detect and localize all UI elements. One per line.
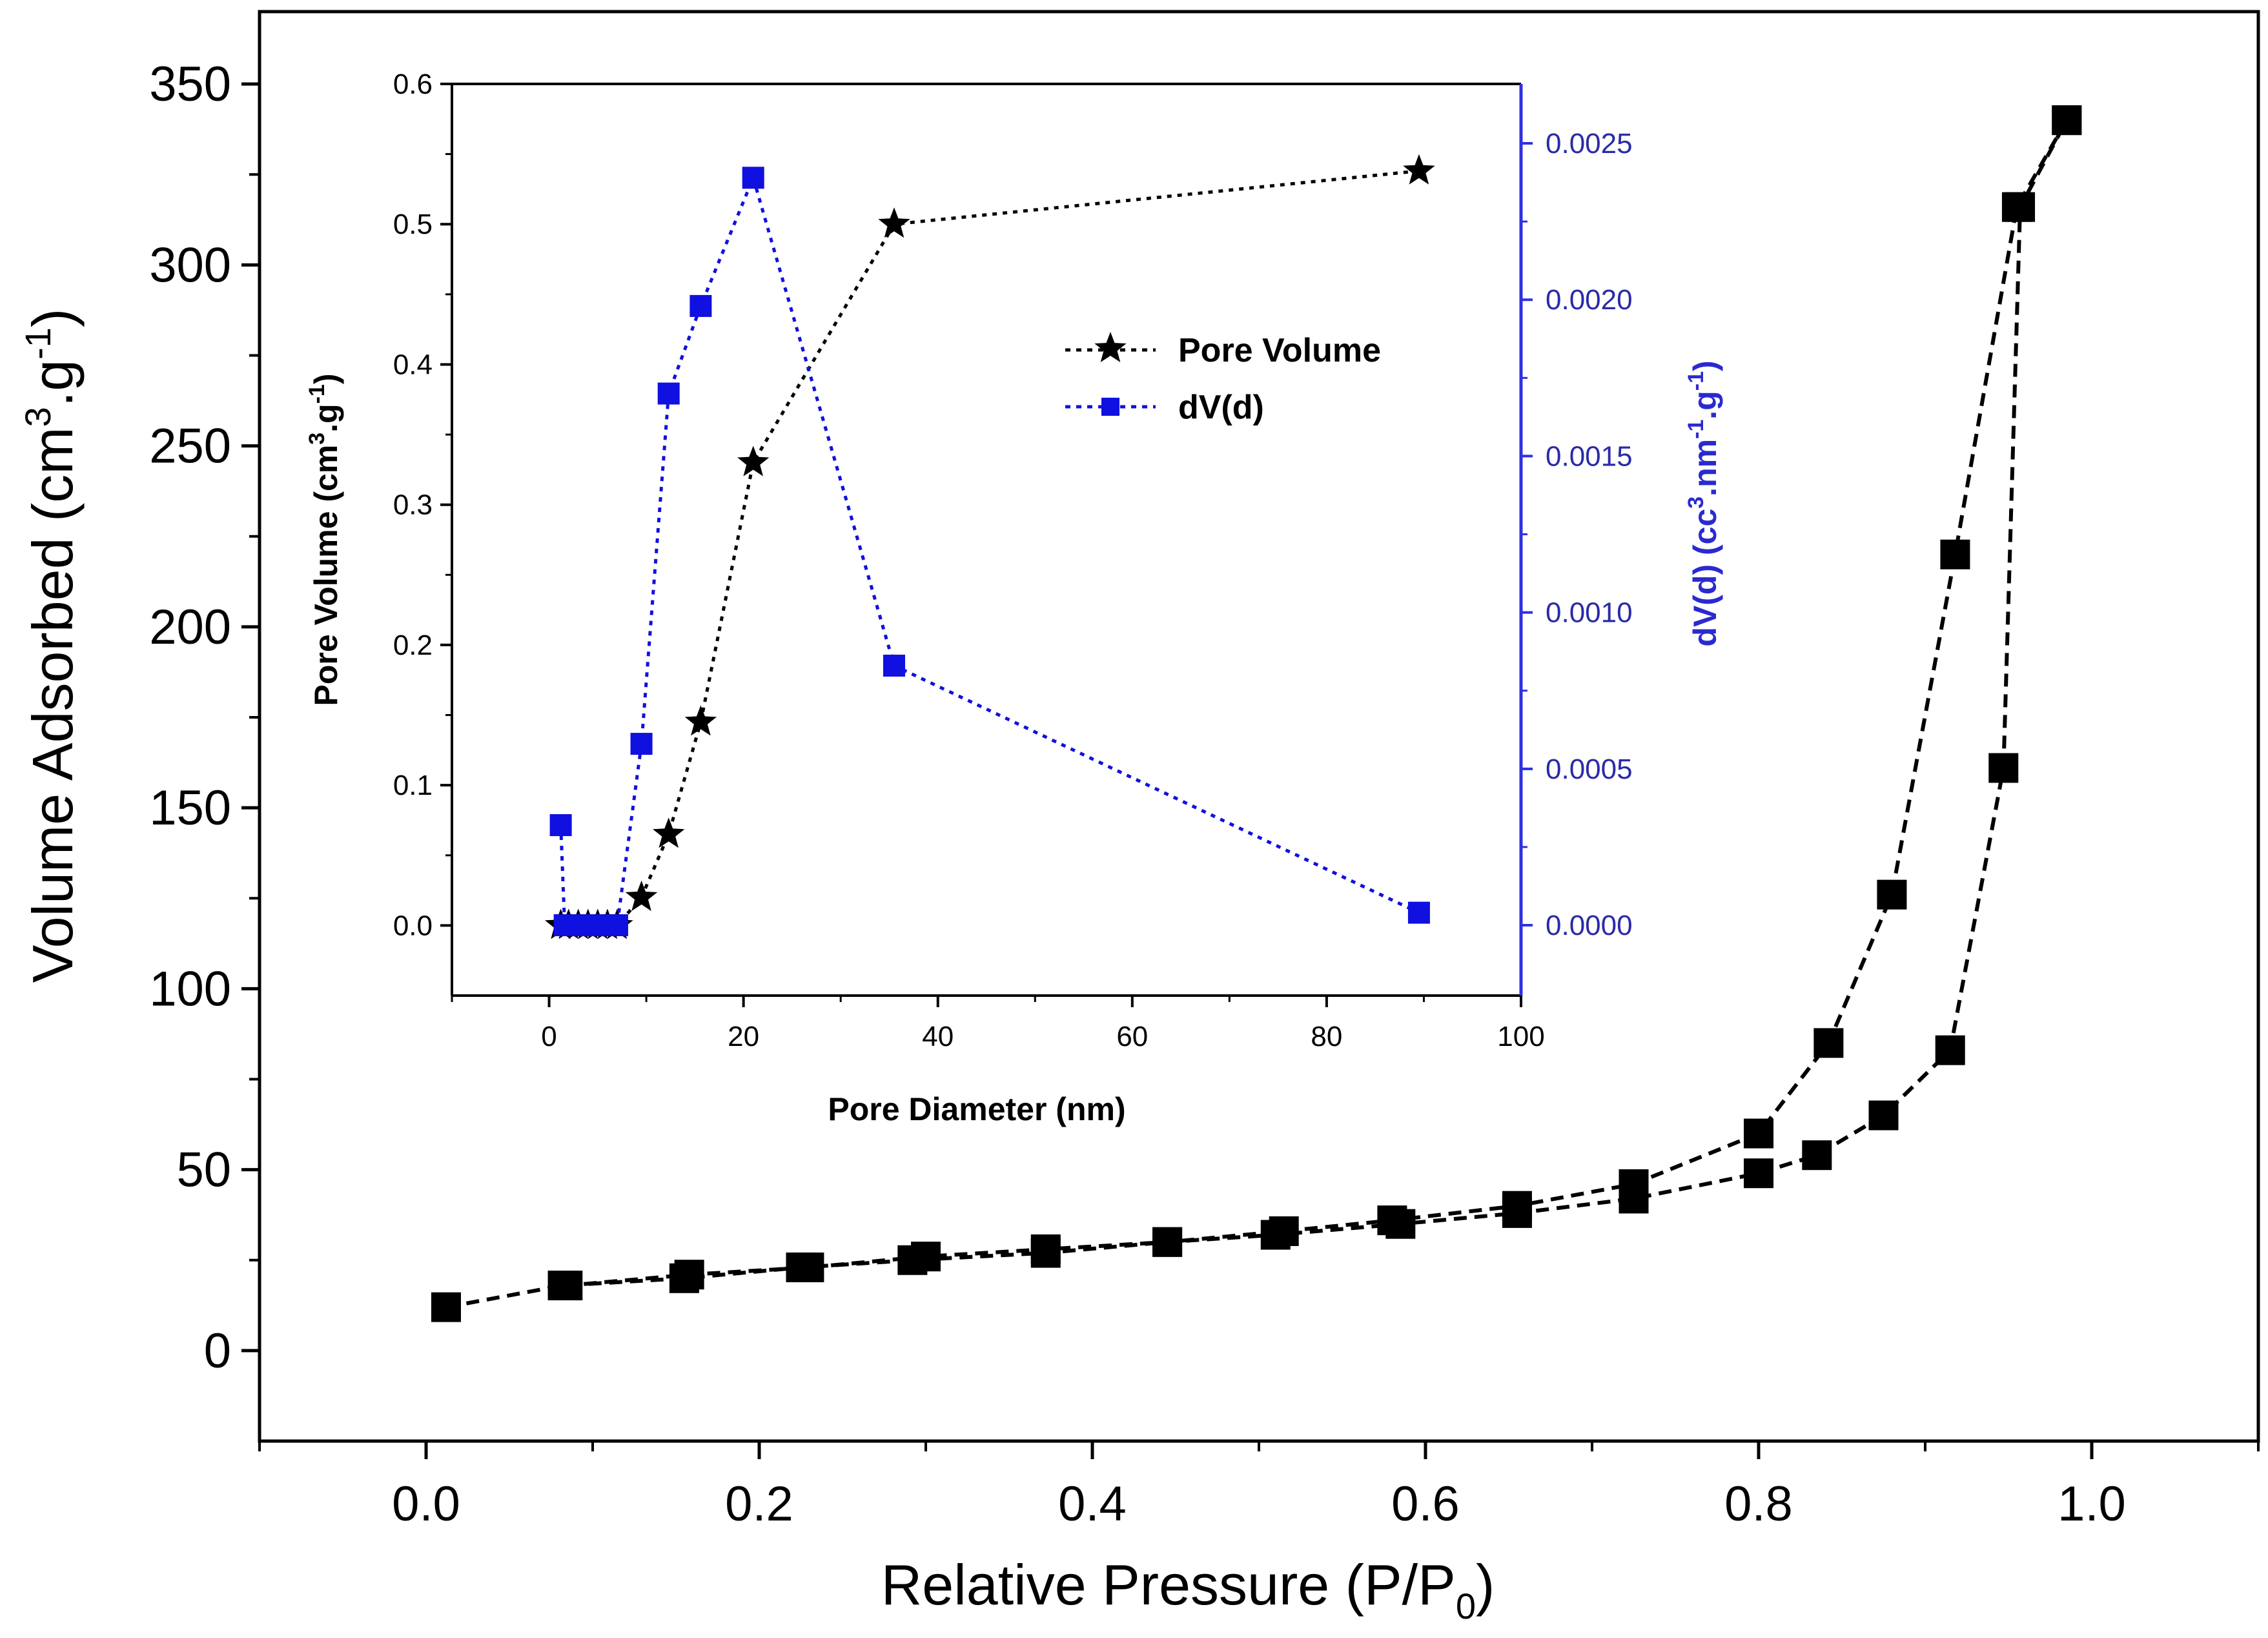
inset-right-tick-label: 0.0015	[1546, 440, 1633, 472]
inset-square-point	[883, 654, 905, 677]
main-data-point	[1868, 1100, 1899, 1131]
inset-star-point	[737, 445, 770, 476]
inset-right-tick-label: 0.0010	[1546, 597, 1633, 629]
inset-x-tick-label: 20	[728, 1021, 759, 1052]
inset-star-point	[878, 207, 910, 238]
inset-square-point	[549, 814, 572, 837]
inset-y-tick-label: 0.2	[393, 630, 433, 661]
inset-star-point	[1403, 154, 1435, 185]
main-data-point	[1813, 1028, 1844, 1058]
inset-x-axis-label: Pore Diameter (nm)	[828, 1091, 1125, 1127]
inset-y-tick-label: 0.4	[393, 349, 433, 380]
main-data-point	[1377, 1205, 1407, 1236]
inset-plot-series	[544, 154, 1435, 939]
main-data-point	[1269, 1216, 1299, 1246]
main-y-tick-label: 350	[149, 57, 231, 112]
main-data-point	[794, 1252, 824, 1282]
main-data-point	[1802, 1140, 1832, 1171]
inset-y-axis-ticks: 0.0 0.1 0.2 0.3 0.4 0.5 0.6	[393, 68, 452, 941]
inset-star-point	[653, 817, 685, 848]
main-y-tick-label: 200	[149, 600, 231, 655]
inset-x-tick-label: 100	[1497, 1021, 1544, 1052]
main-data-point	[911, 1242, 941, 1272]
main-x-tick-label: 0.0	[392, 1477, 460, 1531]
legend-square-icon	[1101, 398, 1119, 416]
main-y-tick-label: 300	[149, 238, 231, 292]
inset-square-point	[606, 914, 628, 937]
main-x-tick-label: 0.2	[725, 1477, 793, 1531]
inset-x-tick-label: 60	[1116, 1021, 1148, 1052]
inset-square-point	[742, 167, 764, 189]
main-y-axis-label: Volume Adsorbed (cm3.g-1)	[17, 309, 85, 983]
inset-right-axis-ticks: 0.0000 0.0005 0.0010 0.0015 0.0020 0.0025	[1521, 128, 1633, 941]
main-data-point	[1502, 1191, 1532, 1221]
main-y-tick-label: 50	[176, 1143, 231, 1198]
legend-star-icon	[1094, 332, 1127, 362]
inset-x-tick-label: 80	[1311, 1021, 1342, 1052]
inset-square-point	[1407, 901, 1430, 924]
inset-star-point	[625, 880, 658, 911]
main-data-point	[1619, 1169, 1649, 1200]
main-y-axis-ticks: 0 50 100 150 200 250 300 350	[149, 57, 260, 1378]
inset-square-point	[657, 382, 680, 405]
inset-x-axis-ticks: 0 20 40 60 80 100	[451, 996, 1545, 1052]
main-data-point	[674, 1260, 704, 1290]
inset-square-point	[630, 733, 653, 755]
main-data-point	[553, 1270, 583, 1300]
inset-y-tick-label: 0.1	[393, 770, 433, 801]
main-x-axis-ticks: 0.0 0.2 0.4 0.6 0.8 1.0	[258, 1441, 2260, 1531]
main-plot-series	[431, 105, 2082, 1322]
inset-square-point	[690, 294, 712, 317]
inset-y-axis-label: Pore Volume (cm3.g-1)	[305, 374, 344, 706]
main-data-point	[1030, 1234, 1061, 1264]
inset-right-tick-label: 0.0005	[1546, 753, 1633, 785]
inset-legend: Pore Volume dV(d)	[1065, 332, 1381, 426]
inset-y-tick-label: 0.5	[393, 209, 433, 240]
main-y-tick-label: 150	[149, 781, 231, 835]
main-y-tick-label: 100	[149, 961, 231, 1016]
main-x-tick-label: 1.0	[2058, 1477, 2126, 1531]
inset-right-tick-label: 0.0000	[1546, 910, 1633, 941]
main-data-point	[1877, 879, 1907, 910]
main-y-tick-label: 0	[204, 1324, 231, 1378]
main-data-point	[1744, 1158, 1773, 1189]
main-data-point	[1988, 753, 2019, 783]
legend-label-pore-volume: Pore Volume	[1178, 332, 1381, 369]
main-data-point	[1744, 1118, 1773, 1149]
inset-y-tick-label: 0.3	[393, 489, 433, 521]
inset-x-tick-label: 0	[541, 1021, 557, 1052]
main-y-tick-label: 250	[149, 419, 231, 474]
inset-star-point	[684, 705, 717, 736]
main-series-line-1	[567, 119, 2069, 1287]
main-x-tick-label: 0.4	[1058, 1477, 1127, 1531]
main-data-point	[1935, 1035, 1965, 1065]
inset-right-tick-label: 0.0025	[1546, 128, 1633, 159]
main-data-point	[2052, 105, 2082, 136]
legend-label-dvd: dV(d)	[1178, 389, 1264, 426]
inset-right-axis-label: dV(d) (cc3.nm-1.g-1)	[1684, 360, 1723, 646]
inset-right-tick-label: 0.0020	[1546, 284, 1633, 316]
main-x-axis-label: Relative Pressure (P/P0)	[881, 1553, 1495, 1626]
main-data-point	[1940, 539, 1970, 569]
main-x-tick-label: 0.8	[1724, 1477, 1793, 1531]
inset-background	[452, 84, 1521, 996]
main-data-point	[2001, 192, 2032, 222]
inset-y-tick-label: 0.0	[393, 910, 433, 941]
main-data-point	[431, 1292, 461, 1322]
main-data-point	[1152, 1227, 1183, 1257]
main-x-tick-label: 0.6	[1391, 1477, 1460, 1531]
inset-x-tick-label: 40	[922, 1021, 954, 1052]
inset-y-tick-label: 0.6	[393, 68, 433, 100]
